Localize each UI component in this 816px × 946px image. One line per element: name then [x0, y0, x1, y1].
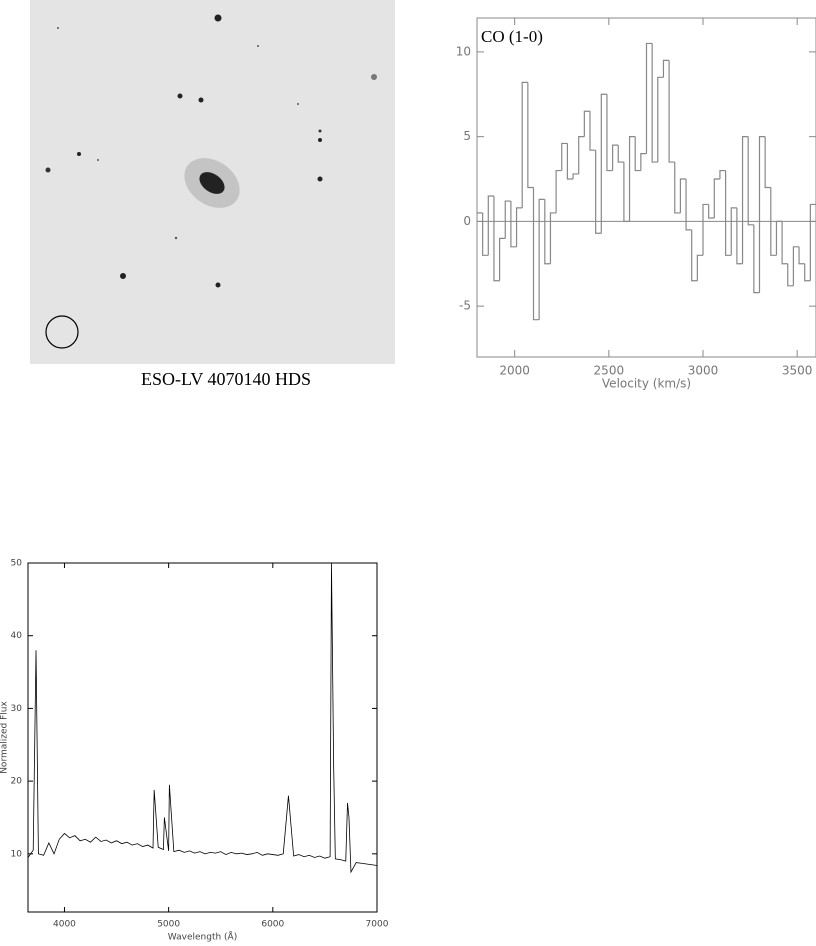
spectrum-channel [572, 173, 579, 180]
y-tick-label: -5 [459, 299, 471, 313]
spectrum-channel [623, 162, 630, 222]
spectrum-channel [487, 195, 494, 256]
y-tick-label: 10 [11, 849, 23, 859]
spectrum-channel [651, 43, 658, 163]
spectrum-channel [600, 93, 607, 234]
spectrum-channel [527, 82, 534, 189]
spectrum-channel [589, 111, 596, 151]
spectrum-channel [583, 110, 590, 137]
x-tick-label: 5000 [157, 920, 180, 930]
x-axis-label: Wavelength (Å) [168, 931, 237, 943]
spectrum-channel [668, 60, 675, 163]
x-tick-label: 4000 [53, 920, 76, 930]
plot-frame [476, 17, 816, 358]
spectrum-channel [753, 224, 760, 294]
spectrum-channel [730, 207, 737, 256]
spectrum-channel [482, 212, 489, 256]
spectrum-channel [798, 246, 805, 265]
spectrum-channel [725, 170, 732, 256]
spectrum-channel [719, 169, 726, 180]
spectrum-channel [691, 229, 698, 282]
y-tick-label: 30 [11, 704, 23, 714]
spectrum-channel [809, 203, 816, 281]
x-tick-label: 7000 [366, 920, 389, 930]
y-tick-label: 40 [11, 631, 23, 641]
plot-frame [27, 562, 378, 913]
spectrum-channel [555, 169, 562, 213]
y-tick-label: 50 [11, 559, 23, 569]
spectrum-channel [515, 207, 523, 247]
spectrum-channel [657, 76, 664, 163]
spectrum-channel [561, 142, 568, 171]
spectrum-channel [792, 246, 800, 286]
spectrum-channel [736, 207, 743, 265]
spectrum-channel [775, 220, 783, 256]
spectrum-channel [674, 162, 681, 214]
spectrum-channel [566, 143, 574, 180]
spectrum-channel [764, 136, 771, 189]
spectrum-channel [499, 237, 506, 281]
spectrum-channel [493, 195, 500, 282]
spectrum-channel [713, 178, 720, 219]
spectrum-channel [770, 187, 777, 256]
spectrum-channel [634, 136, 641, 172]
spectrum-channel [758, 136, 766, 293]
spectrum-channel [804, 263, 811, 282]
spectrum-channel [595, 150, 602, 234]
spectrum-channel [662, 59, 670, 78]
y-tick-label: 10 [456, 44, 471, 58]
spectrum-channel [521, 81, 528, 208]
spectrum-channel [645, 42, 653, 154]
spectrum-channel [538, 198, 545, 320]
spectrum-channel [747, 136, 754, 226]
spectrum-channel [640, 153, 647, 171]
y-tick-label: 20 [11, 777, 23, 787]
spectrum-channel [606, 94, 613, 172]
image-caption: ESO-LV 4070140 HDS [141, 369, 311, 389]
spectrum-channel [696, 254, 703, 281]
x-tick-label: 2500 [594, 364, 625, 378]
spectrum-channel [504, 200, 511, 239]
chart: 4000 5000 6000 7000 10 20 30 40 50 Wavelength (Å)… [0, 559, 389, 943]
spectrum-channel [617, 145, 624, 163]
x-axis-label: Velocity (km/s) [602, 377, 691, 391]
spectrum-channel [781, 221, 788, 265]
x-tick-label: 2000 [499, 364, 530, 378]
spectrum-channel [578, 136, 585, 174]
spectrum-line [27, 562, 378, 874]
x-tick-label: 6000 [261, 920, 284, 930]
spectrum-channel [708, 204, 715, 219]
x-tick-label: 3000 [688, 364, 719, 378]
spectrum-channel [532, 187, 540, 321]
y-tick-label: 5 [463, 129, 471, 143]
x-tick-label: 3500 [782, 364, 813, 378]
spectrum-channel [702, 203, 709, 256]
y-axis-label: Normalized Flux [0, 701, 10, 774]
spectrum-channel [549, 212, 557, 264]
spectrum-channel [787, 263, 794, 287]
spectrum-channel [679, 178, 687, 213]
galaxy-image [30, 0, 395, 364]
spectrum-channel [685, 179, 692, 231]
annotation: CO (1-0) [481, 27, 543, 46]
y-tick-label: 0 [463, 214, 471, 228]
spectrum-channel [544, 199, 551, 265]
spectrum-channel [628, 136, 636, 222]
spectrum-channel [612, 144, 619, 171]
chart: 2000 2500 3000 3500 -5 0 5 10 Velocity (km/s) CO … [456, 17, 816, 391]
spectrum-channel [510, 201, 517, 248]
spectrum-channel [741, 136, 749, 264]
